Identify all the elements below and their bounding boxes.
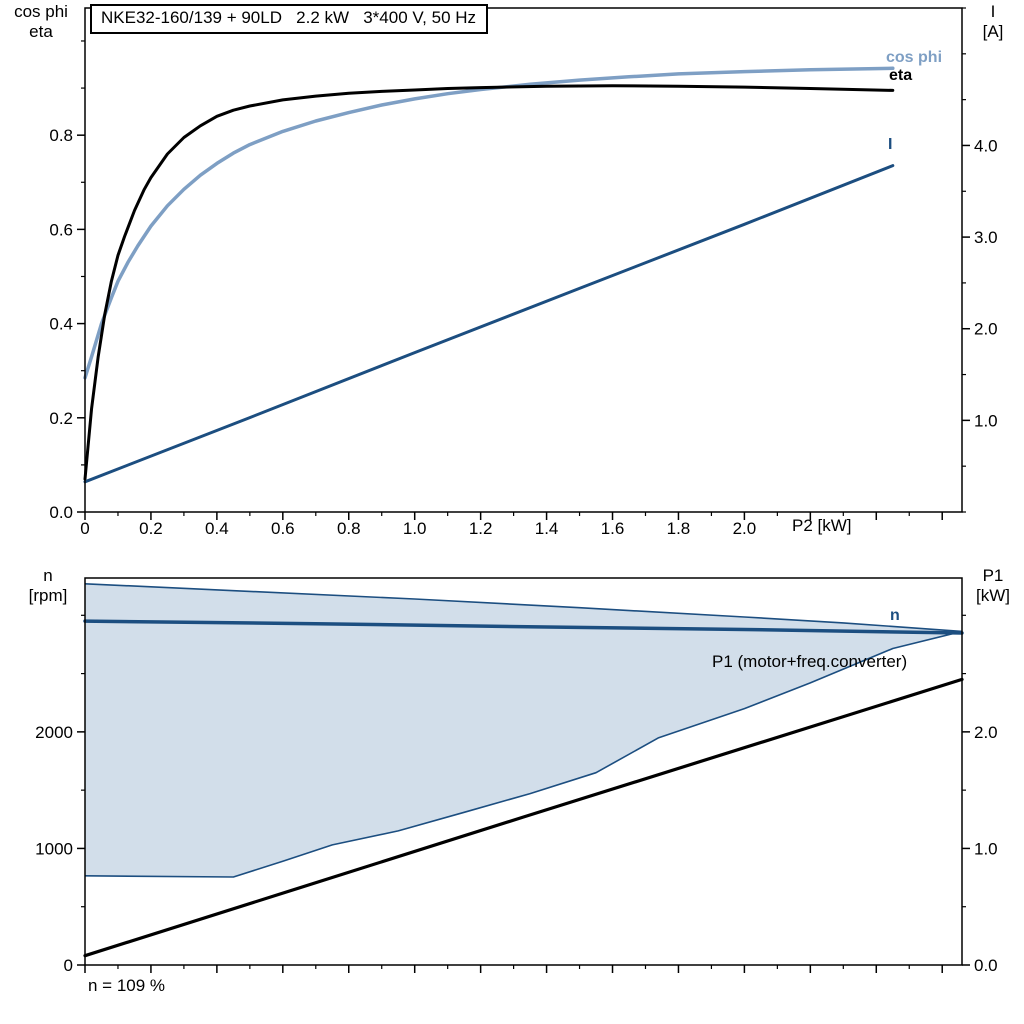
svg-text:1.8: 1.8	[667, 519, 691, 538]
top-right-axis-unit-label: I [A]	[964, 2, 1022, 42]
curve-n	[83, 619, 964, 635]
top-left-axis-unit-label: cos phi eta	[2, 2, 80, 42]
svg-text:0.0: 0.0	[974, 956, 998, 975]
eta-curve-label: eta	[889, 67, 913, 84]
svg-text:0.6: 0.6	[49, 220, 73, 239]
svg-text:0: 0	[64, 956, 73, 975]
svg-text:0.4: 0.4	[205, 519, 229, 538]
svg-text:0: 0	[80, 519, 89, 538]
current-axis-label: I	[990, 2, 996, 21]
svg-text:1.0: 1.0	[974, 411, 998, 430]
chart-title-box: NKE32-160/139 + 90LD 2.2 kW 3*400 V, 50 …	[90, 4, 489, 34]
svg-text:3.0: 3.0	[974, 228, 998, 247]
svg-text:1.0: 1.0	[403, 519, 427, 538]
svg-text:1.4: 1.4	[535, 519, 559, 538]
bottom-right-axis-unit-label: P1 [kW]	[964, 566, 1022, 606]
bottom-left-axis-unit-label: n [rpm]	[11, 566, 85, 606]
svg-text:2.0: 2.0	[974, 320, 998, 339]
svg-text:2.0: 2.0	[974, 723, 998, 742]
current-curve-label: I	[888, 136, 893, 153]
speed-annotation: n = 109 %	[88, 976, 166, 995]
svg-text:0.2: 0.2	[139, 519, 163, 538]
svg-text:1.0: 1.0	[974, 839, 998, 858]
speed-curve-label: n	[890, 607, 900, 624]
svg-text:0.8: 0.8	[49, 126, 73, 145]
speed-control-range	[85, 583, 962, 877]
svg-text:0.0: 0.0	[49, 503, 73, 522]
svg-text:1000: 1000	[35, 839, 73, 858]
p1-axis-label: P1	[982, 566, 1004, 585]
cos-phi-axis-label: cos phi	[14, 2, 68, 21]
svg-text:4.0: 4.0	[974, 136, 998, 155]
svg-text:2000: 2000	[35, 723, 73, 742]
curve-eta	[83, 84, 895, 481]
speed-axis-label: n	[43, 566, 53, 585]
eta-axis-label: eta	[29, 22, 53, 41]
svg-text:0.6: 0.6	[271, 519, 295, 538]
svg-text:0.8: 0.8	[337, 519, 361, 538]
x-axis-label: P2 [kW]	[792, 516, 852, 535]
svg-text:0.2: 0.2	[49, 409, 73, 428]
p1-curve-label: P1 (motor+freq.converter)	[712, 652, 908, 671]
current-axis-unit: [A]	[982, 22, 1004, 41]
svg-text:2.0: 2.0	[733, 519, 757, 538]
svg-text:0.4: 0.4	[49, 315, 73, 334]
p1-axis-unit: [kW]	[976, 586, 1010, 605]
speed-axis-unit: [rpm]	[28, 586, 68, 605]
curve-p1-motor-freq-converter-	[83, 677, 964, 958]
svg-text:1.2: 1.2	[469, 519, 493, 538]
svg-text:1.6: 1.6	[601, 519, 625, 538]
curve-i	[83, 164, 895, 484]
cos-phi-curve-label: cos phi	[886, 49, 943, 66]
curve-cos-phi	[83, 66, 895, 380]
